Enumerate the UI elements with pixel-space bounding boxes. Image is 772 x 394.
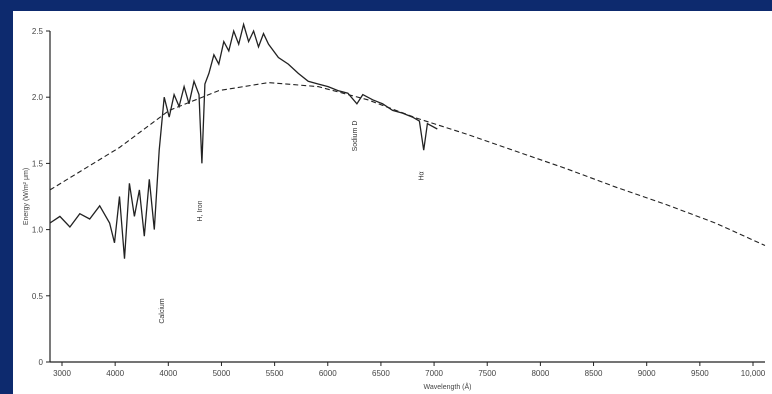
x-tick-label: 10,000 — [741, 369, 766, 378]
y-tick-label: 1.0 — [32, 226, 44, 235]
y-tick-label: 0.5 — [32, 292, 44, 301]
spectral-line-annotation: H, Iron — [197, 200, 204, 221]
x-tick-label: 7000 — [425, 369, 443, 378]
y-tick-label: 1.5 — [32, 159, 44, 168]
y-tick-label: 2.0 — [32, 93, 44, 102]
y-tick-label: 2.5 — [32, 27, 44, 36]
blackbody-curve — [49, 82, 766, 247]
x-tick-label: 5000 — [213, 369, 231, 378]
y-tick-label: 0 — [39, 358, 44, 367]
x-tick-label: 9500 — [691, 369, 709, 378]
x-tick-label: 4000 — [106, 369, 124, 378]
x-tick-label: 6000 — [319, 369, 337, 378]
x-tick-label: 7500 — [478, 369, 496, 378]
y-axis-title: Energy (W/m² μm) — [23, 168, 30, 225]
spectrum-chart: 0 0.5 1.0 1.5 2.0 2.5 3000 4000 4000 5000 5500 6000… — [23, 21, 766, 391]
x-tick-label: 8000 — [531, 369, 549, 378]
x-axis-title: Wavelength (Å) — [424, 382, 472, 391]
x-tick-label: 6500 — [372, 369, 390, 378]
solar-spectrum-line — [49, 21, 438, 259]
x-tick-label: 9000 — [638, 369, 656, 378]
x-tick-label: 3000 — [53, 369, 71, 378]
x-tick-label: 8500 — [585, 369, 603, 378]
chart-panel: 0 0.5 1.0 1.5 2.0 2.5 3000 4000 4000 5000 5500 6000… — [13, 11, 772, 394]
spectral-line-annotation: Sodium D — [352, 121, 359, 152]
spectral-line-annotation: Hα — [419, 171, 426, 180]
x-tick-label: 5500 — [266, 369, 284, 378]
spectral-line-annotation: Calcium — [159, 298, 166, 323]
x-tick-label: 4000 — [159, 369, 177, 378]
